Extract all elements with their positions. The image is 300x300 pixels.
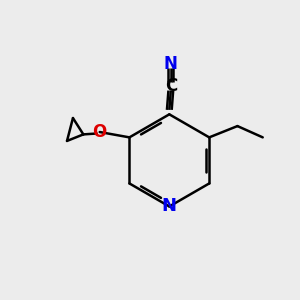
Text: O: O <box>93 123 107 141</box>
Text: N: N <box>162 197 177 215</box>
Text: C: C <box>165 77 177 95</box>
Text: N: N <box>164 55 178 73</box>
